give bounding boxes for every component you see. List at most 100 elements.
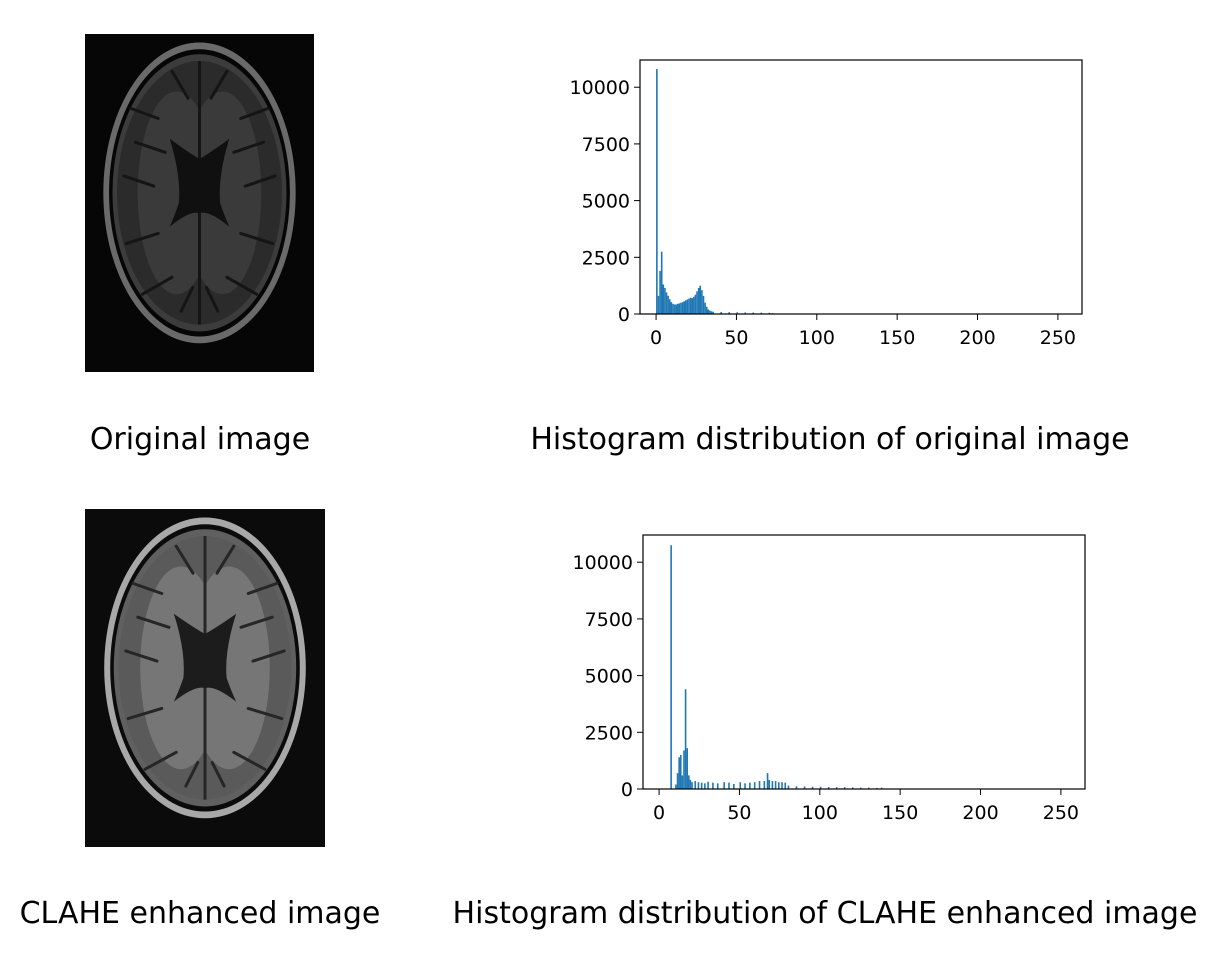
histogram-bar (673, 304, 676, 314)
histogram-bar (811, 786, 814, 789)
histogram-bar (716, 783, 719, 789)
histogram-bar (686, 299, 689, 314)
x-tick-label: 100 (799, 327, 835, 349)
histogram-bar (694, 294, 697, 314)
histogram-bar (678, 757, 680, 789)
histogram-bar (712, 311, 714, 314)
sulcus (133, 140, 167, 154)
sulcus (124, 649, 159, 663)
histogram-bar (672, 303, 674, 314)
histogram-bar (760, 312, 763, 314)
plot-frame (639, 59, 1083, 315)
histogram-bar (660, 251, 663, 314)
histogram-bar (697, 782, 700, 789)
histogram-bar (684, 689, 687, 789)
histogram-bar (694, 781, 697, 789)
histogram-bar (733, 784, 735, 789)
histogram-bar (707, 309, 710, 314)
white-matter-right (183, 91, 262, 295)
caption-clahe-histogram: Histogram distribution of CLAHE enhanced… (452, 896, 1198, 931)
sulcus (246, 581, 279, 595)
original-mri-image (85, 34, 314, 372)
histogram-bar (662, 284, 665, 314)
histogram-bar (691, 298, 694, 314)
histogram-bar (784, 782, 787, 789)
clahe-mri-image (85, 509, 325, 847)
histogram-bar (688, 775, 690, 789)
histogram-bar (827, 786, 830, 789)
sulcus (136, 615, 171, 629)
sulcus (239, 106, 270, 120)
y-tick-label: 0 (621, 779, 633, 801)
sulcus (246, 706, 284, 721)
sulcus (124, 231, 160, 246)
sulcus (140, 275, 174, 296)
sulcus (225, 275, 259, 296)
histogram-bar (736, 312, 739, 314)
histogram-bar (704, 783, 706, 789)
white-matter-right (188, 566, 270, 770)
histogram-bar (795, 786, 798, 789)
sulcus (126, 706, 164, 721)
original-mri-drawing (85, 34, 314, 372)
histogram-bar (752, 312, 755, 314)
sulcus (251, 649, 286, 663)
histogram-bar (778, 782, 780, 789)
histogram-bar (701, 290, 703, 314)
histogram-bar (679, 754, 682, 789)
x-tick-label: 250 (1043, 802, 1079, 824)
sulcus (131, 581, 164, 595)
y-tick-label: 2500 (582, 247, 630, 269)
histogram-bar (670, 545, 672, 789)
caption-clahe-image: CLAHE enhanced image (19, 896, 381, 931)
clahe-mri-drawing (85, 509, 325, 847)
y-tick-label: 5000 (582, 191, 630, 213)
y-tick-label: 7500 (585, 609, 633, 631)
histogram-bar (704, 302, 706, 314)
original-histogram-chart: 0 50 100 150 200 250 0 2500 5000 7500 10000 (540, 50, 1100, 360)
histogram-bar (709, 310, 711, 314)
histogram-bar (691, 782, 693, 789)
histogram-bar (665, 292, 668, 314)
lateral-ventricles (169, 138, 230, 227)
sulcus (170, 69, 190, 100)
histogram-bar (681, 302, 684, 314)
histogram-bar (768, 779, 770, 789)
histogram-bar (712, 782, 714, 789)
sulcus (210, 761, 226, 788)
histogram-bar (667, 295, 669, 314)
histogram-bar (739, 782, 742, 789)
histogram-bar (683, 750, 685, 789)
sulcus (232, 750, 267, 771)
histogram-bar (705, 306, 708, 314)
histogram-bar (787, 785, 790, 789)
x-tick-label: 100 (802, 802, 838, 824)
y-tick-label: 0 (618, 304, 630, 326)
histogram-bar (688, 298, 690, 314)
x-tick-label: 150 (879, 327, 915, 349)
histogram-bar (699, 285, 702, 314)
histogram-bar (656, 69, 658, 314)
sulcus (122, 174, 156, 188)
histogram-bar (868, 787, 870, 789)
sulcus (209, 69, 229, 100)
histogram-bar (744, 312, 747, 314)
histogram-bar (683, 301, 686, 314)
histogram-bar (744, 783, 746, 789)
histogram-bar (774, 781, 777, 789)
sulcus (239, 615, 274, 629)
histogram-bar (676, 773, 679, 789)
histogram-bar (758, 781, 761, 789)
histogram-bar (753, 782, 756, 789)
histogram-bar (768, 312, 771, 314)
x-tick-label: 150 (882, 802, 918, 824)
sulcus (184, 761, 200, 788)
histogram-bar (880, 787, 883, 789)
x-tick-label: 200 (959, 327, 995, 349)
histogram-bar (657, 295, 660, 314)
histogram-bar (749, 782, 751, 789)
sulcus (239, 231, 275, 246)
sulcus (232, 140, 266, 154)
x-tick-label: 250 (1040, 327, 1076, 349)
y-tick-label: 10000 (570, 77, 630, 99)
